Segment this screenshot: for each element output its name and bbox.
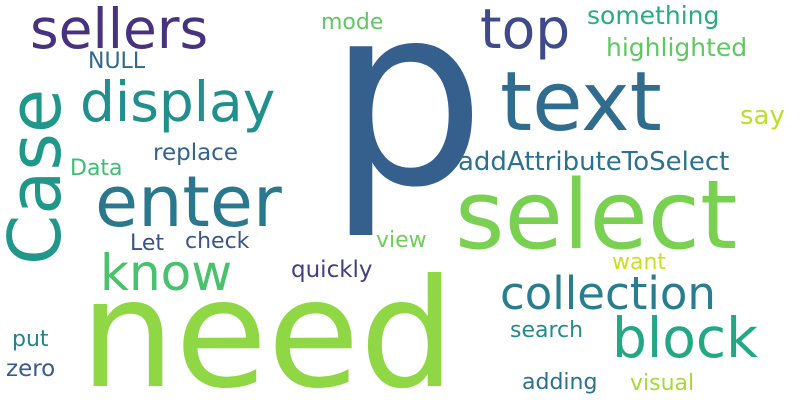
word-display: display	[80, 70, 275, 134]
word-null: NULL	[88, 49, 146, 74]
word-zero: zero	[6, 356, 55, 382]
word-know: know	[100, 244, 232, 302]
word-check: check	[185, 229, 250, 254]
word-need: need	[80, 248, 455, 400]
word-top: top	[480, 0, 570, 61]
word-replace: replace	[153, 140, 238, 166]
word-want: want	[612, 250, 666, 275]
word-text: text	[500, 55, 662, 150]
word-p: p	[327, 0, 486, 242]
word-put: put	[12, 327, 49, 352]
word-select: select	[455, 161, 737, 271]
word-mode: mode	[321, 10, 383, 35]
word-search: search	[510, 318, 583, 343]
word-visual: visual	[630, 371, 694, 396]
word-data: Data	[70, 156, 123, 181]
word-adding: adding	[522, 370, 597, 395]
word-sellers: sellers	[30, 0, 208, 61]
word-case: Case	[0, 89, 77, 265]
word-collection: collection	[500, 267, 716, 320]
word-addattributetoselect: addAttributeToSelect	[458, 147, 729, 177]
word-view: view	[376, 228, 427, 253]
word-something: something	[587, 1, 719, 30]
word-say: say	[740, 101, 785, 131]
word-quickly: quickly	[291, 257, 373, 283]
word-let: Let	[130, 231, 164, 256]
word-block: block	[612, 306, 758, 370]
word-highlighted: highlighted	[606, 33, 747, 62]
word-enter: enter	[95, 161, 282, 243]
